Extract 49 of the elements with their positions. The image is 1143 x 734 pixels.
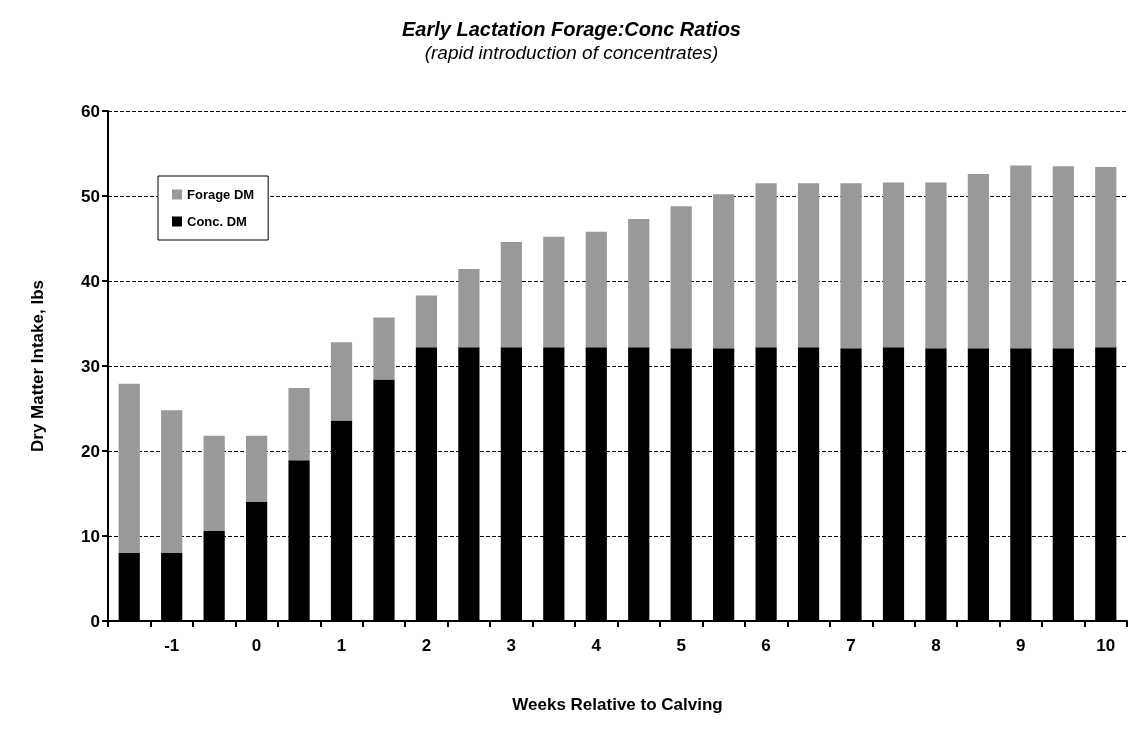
x-tick-label: 6 <box>761 636 771 655</box>
chart-subtitle: (rapid introduction of concentrates) <box>424 42 719 63</box>
bar <box>415 295 438 348</box>
bar <box>458 269 480 348</box>
legend-label: Forage DM <box>187 187 255 202</box>
x-tick-label: 10 <box>1096 636 1116 655</box>
x-tick-label: 3 <box>506 636 517 655</box>
y-tick-label: 30 <box>81 356 100 376</box>
x-tick-label: -1 <box>164 636 180 655</box>
y-tick-label: 20 <box>81 441 100 461</box>
bar <box>373 317 395 380</box>
bar <box>1010 165 1032 349</box>
x-tick-label: 9 <box>1016 636 1026 655</box>
chart-title: Early Lactation Forage:Conc Ratios <box>402 18 741 40</box>
bar <box>670 206 692 349</box>
bar <box>585 231 607 348</box>
x-tick-label: 0 <box>251 636 262 655</box>
bar <box>797 183 820 348</box>
bar <box>713 194 735 349</box>
bar <box>245 435 268 502</box>
bar <box>288 388 310 461</box>
y-axis-title: Dry Matter Intake, lbs <box>28 280 47 452</box>
x-tick-label: 2 <box>421 636 432 655</box>
bar <box>925 182 947 349</box>
bar <box>161 410 183 553</box>
bar <box>628 218 650 348</box>
y-tick-label: 50 <box>81 186 100 206</box>
bar <box>118 383 140 553</box>
bar <box>1095 167 1117 348</box>
legend-label: Conc. DM <box>187 214 247 229</box>
x-tick-label: 7 <box>846 636 856 655</box>
bar <box>882 182 905 348</box>
y-tick-label: 10 <box>81 526 100 546</box>
bar <box>330 342 353 421</box>
bar <box>543 236 565 348</box>
x-axis-title: Weeks Relative to Calving <box>512 695 723 714</box>
y-tick-label: 0 <box>90 611 100 631</box>
x-tick-label: 8 <box>931 636 941 655</box>
bar <box>500 241 522 348</box>
y-tick-label: 40 <box>81 271 100 291</box>
x-tick-label: 5 <box>676 636 686 655</box>
bar <box>755 183 777 348</box>
bar <box>967 173 990 349</box>
bar <box>203 435 225 531</box>
bar <box>840 183 862 349</box>
y-tick-label: 60 <box>81 101 100 121</box>
bar <box>1052 166 1074 349</box>
x-tick-label: 4 <box>591 636 602 655</box>
x-tick-label: 1 <box>336 636 347 655</box>
